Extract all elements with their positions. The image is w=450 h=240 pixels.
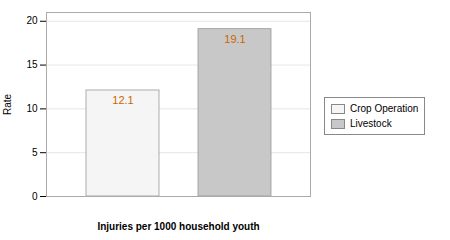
svg-text:12.1: 12.1 xyxy=(112,94,133,106)
svg-text:0: 0 xyxy=(32,191,38,202)
svg-text:20: 20 xyxy=(26,15,38,26)
svg-text:19.1: 19.1 xyxy=(224,33,245,45)
svg-text:5: 5 xyxy=(32,147,38,158)
html-text:Livestock: Livestock xyxy=(350,118,392,129)
html-text:Crop Operation: Crop Operation xyxy=(350,103,419,114)
svg-text:Rate: Rate xyxy=(2,94,13,116)
svg-text:15: 15 xyxy=(26,59,38,70)
svg-text:10: 10 xyxy=(26,103,38,114)
svg-text:Injuries per 1000 household yo: Injuries per 1000 household youth xyxy=(97,221,259,232)
